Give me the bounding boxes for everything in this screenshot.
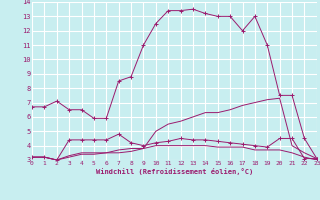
X-axis label: Windchill (Refroidissement éolien,°C): Windchill (Refroidissement éolien,°C) — [96, 168, 253, 175]
